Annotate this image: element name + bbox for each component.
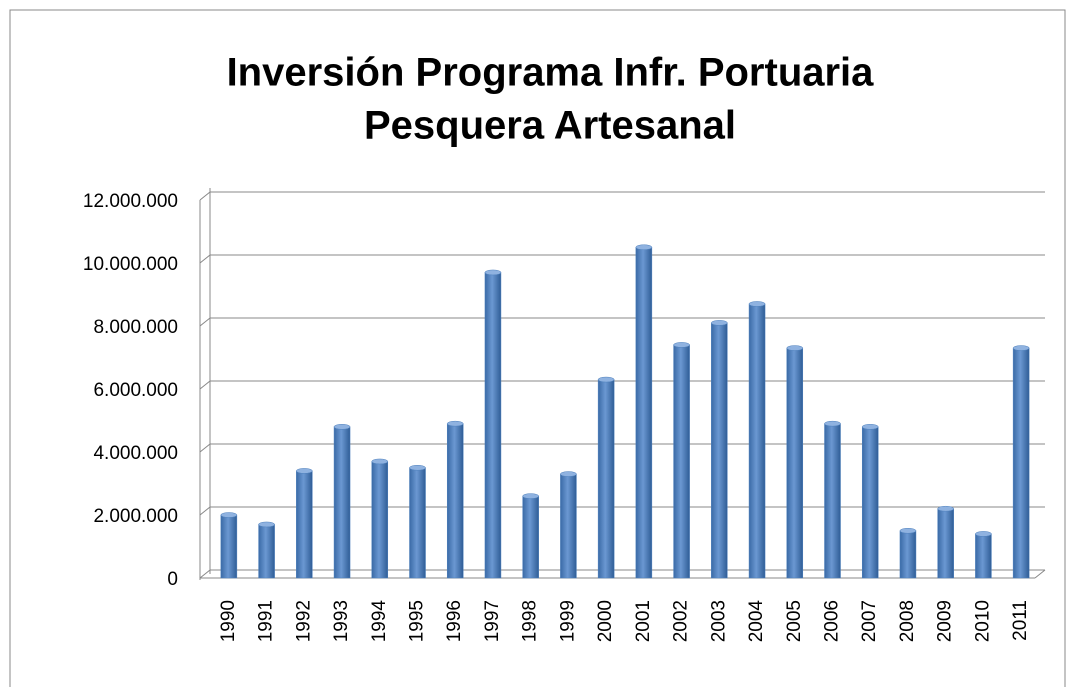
bar [597,379,615,579]
bar-top [711,320,728,326]
bar [748,303,766,579]
bar-top [1012,345,1030,351]
x-tick-label: 1992 [293,600,314,642]
bar-top [446,420,464,427]
grid-line [199,191,211,201]
x-tick-label: 1997 [482,600,503,642]
grid-line [199,443,211,453]
x-tick-label: 2001 [633,600,654,642]
bar-top [220,512,238,518]
bar-top [409,465,426,471]
x-tick-label: 2008 [897,600,918,642]
bar [371,461,389,579]
bar [220,514,238,579]
grid-line [199,569,211,579]
y-tick-label: 2.000.000 [93,506,178,527]
y-tick-label: 8.000.000 [93,317,178,338]
bar [560,473,577,579]
bar-top [975,531,992,537]
y-tick-label: 10.000.000 [83,254,178,275]
chart-title: Pesquera Artesanal [364,104,736,148]
bar [711,322,728,579]
bar-top [560,471,577,477]
x-tick-label: 2000 [595,600,616,642]
bar [522,495,539,579]
grid-line [199,380,211,390]
x-tick-label: 1993 [331,600,352,642]
bar [409,467,426,579]
y-tick-label: 0 [167,569,178,590]
x-tick-label: 2009 [935,600,956,642]
bar-top [296,468,313,474]
x-tick-label: 2007 [859,600,880,642]
x-tick-label: 2004 [746,600,767,643]
bar-top [597,376,615,383]
bar [899,530,917,579]
bar [635,247,653,579]
bar-top [899,528,917,534]
grid-line [199,317,211,327]
bar-top [824,420,841,427]
bar-top [861,424,879,430]
x-tick-label: 2010 [972,600,993,642]
chart-title: Inversión Programa Infr. Portuaria [227,51,875,95]
x-tick-label: 1999 [557,600,578,642]
bar-top [673,342,690,348]
bar-top [786,345,804,351]
bar-top [748,301,766,307]
y-tick-label: 4.000.000 [93,443,178,464]
x-tick-label: 1998 [520,600,541,642]
bar-top [258,521,275,528]
bar [975,533,992,579]
x-tick-label: 2006 [822,600,843,642]
bar [937,508,954,579]
x-tick-label: 2005 [784,600,805,642]
bar-top [522,493,539,499]
x-tick-label: 2002 [671,600,692,642]
y-tick-label: 12.000.000 [83,191,178,212]
x-tick-label: 1994 [369,600,390,643]
bar-top [937,505,954,512]
bar [861,426,879,579]
bar [446,423,464,579]
bar [673,344,690,579]
x-tick-label: 2003 [708,600,729,642]
bar [484,272,502,579]
x-tick-label: 1995 [407,600,428,642]
x-tick-label: 1991 [256,600,277,642]
bar [333,426,351,579]
x-tick-label: 1996 [444,600,465,642]
x-tick-label: 1990 [218,600,239,642]
bar [258,524,275,579]
bar-top [635,244,653,250]
bar-top [371,458,389,465]
bar [786,347,804,579]
grid-line [199,506,211,516]
bar-top [333,424,351,430]
bar [824,423,841,579]
floor-edge [1034,569,1046,579]
grid-line [199,254,211,264]
x-tick-label: 2011 [1010,600,1031,641]
y-tick-label: 6.000.000 [93,380,178,401]
bar [296,470,313,579]
bar [1012,347,1030,579]
bar-top [484,269,502,276]
